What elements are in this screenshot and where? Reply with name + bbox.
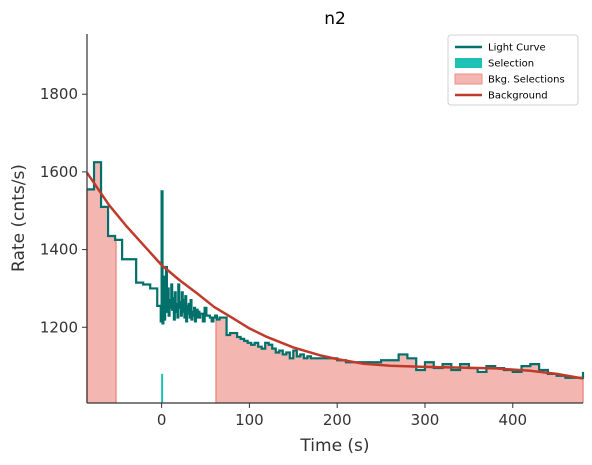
legend-patch-swatch — [455, 58, 482, 68]
x-axis-label: Time (s) — [299, 436, 369, 456]
bkg-selection-region — [87, 162, 116, 403]
legend-items: Light Curve Selection Bkg. Selections Backg… — [454, 43, 565, 102]
legend-label: Background — [488, 91, 548, 102]
background-fit-line — [85, 171, 584, 380]
x-tick-label: 200 — [323, 411, 352, 429]
background-fit-layer — [85, 171, 584, 380]
x-tick-label: 400 — [498, 411, 527, 429]
legend-label: Bkg. Selections — [488, 75, 565, 86]
y-tick-label: 1800 — [40, 85, 78, 103]
light-curve-layer — [87, 161, 585, 379]
legend-label: Light Curve — [488, 43, 546, 54]
y-tick-label: 1200 — [40, 318, 78, 336]
ticks-layer: 0 100 200 300 400 1200 1400 1600 1800 — [40, 85, 527, 429]
legend: Light Curve Selection Bkg. Selections Backg… — [447, 34, 579, 106]
legend-label: Selection — [488, 59, 534, 70]
legend-box — [447, 34, 579, 106]
selection-layer — [161, 373, 164, 403]
selection-region — [161, 373, 164, 403]
y-tick-label: 1400 — [40, 241, 78, 259]
x-tick-label: 0 — [157, 411, 167, 429]
x-tick-label: 300 — [411, 411, 440, 429]
chart-title: n2 — [324, 9, 346, 29]
y-tick-label: 1600 — [40, 163, 78, 181]
light-curve-line — [87, 161, 585, 379]
y-axis-label: Rate (cnts/s) — [9, 164, 29, 272]
x-tick-label: 100 — [235, 411, 264, 429]
legend-patch-swatch — [454, 73, 483, 85]
